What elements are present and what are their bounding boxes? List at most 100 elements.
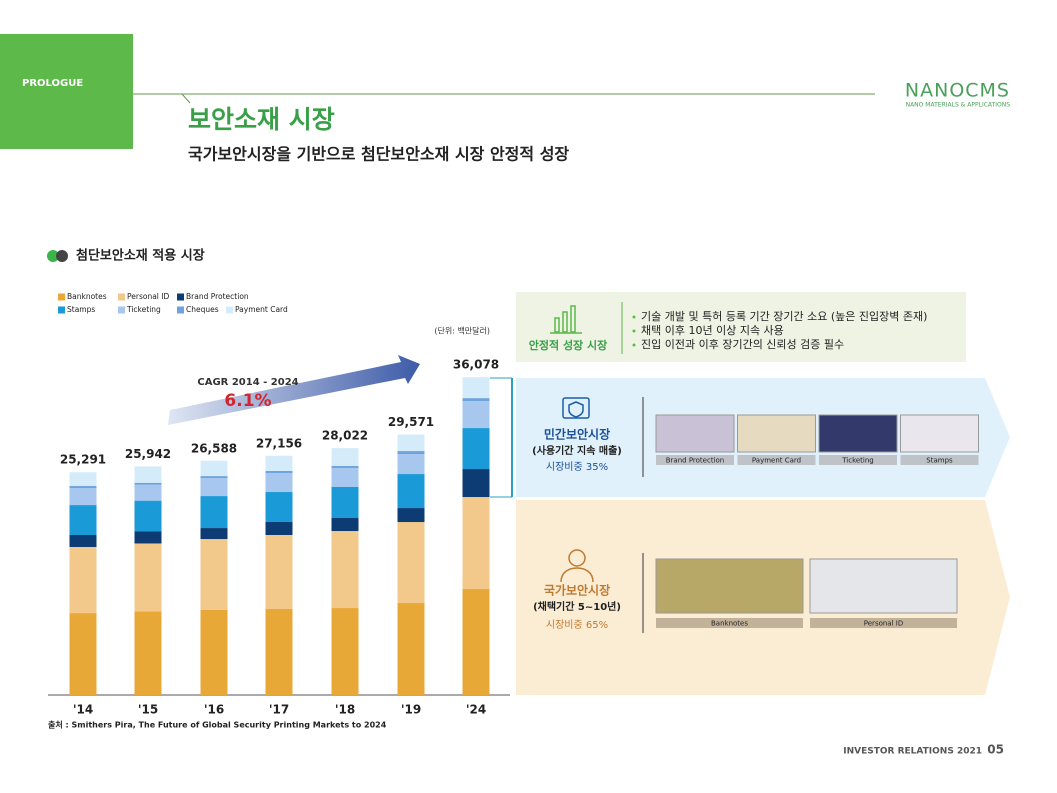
legend-swatch: [58, 306, 65, 314]
bar-segment: [331, 518, 359, 532]
x-tick-label: '16: [204, 703, 224, 717]
x-tick-label: '24: [466, 703, 486, 717]
bar-segment: [200, 539, 228, 610]
tag-box: [656, 618, 803, 628]
x-tick-label: '14: [73, 703, 93, 717]
bullet-dot: [632, 315, 636, 319]
bar-segment: [462, 497, 490, 590]
bar-segment: [331, 448, 359, 466]
bar-segment: [265, 535, 293, 610]
total-label: 26,588: [191, 441, 237, 455]
legend-label: Ticketing: [126, 305, 161, 314]
bar-segment: [331, 467, 359, 487]
source: 출처 : Smithers Pira, The Future of Global…: [48, 720, 387, 730]
growth-arrow: [168, 355, 420, 425]
bar-segment: [397, 603, 425, 695]
page-number: 05: [987, 743, 1004, 757]
legend-label: Banknotes: [67, 292, 107, 301]
bar-segment: [69, 486, 97, 489]
bar-segment: [397, 522, 425, 604]
legend-label: Cheques: [186, 305, 219, 314]
footer-label: INVESTOR RELATIONS 2021: [843, 747, 982, 757]
tag-label: Payment Card: [752, 457, 801, 465]
bar-segment: [462, 469, 490, 498]
legend-label: Personal ID: [127, 292, 169, 301]
bar-segment: [200, 460, 228, 477]
logo: NANOCMS: [905, 80, 1010, 102]
x-tick-label: '17: [269, 703, 289, 717]
x-tick-label: '15: [138, 703, 158, 717]
x-tick-label: '18: [335, 703, 355, 717]
total-label: 25,291: [60, 453, 106, 467]
bar-segment: [462, 377, 490, 399]
bullet-text: 채택 이후 10년 이상 지속 사용: [641, 324, 784, 337]
bar-segment: [397, 451, 425, 455]
total-label: 25,942: [125, 447, 171, 461]
bar-segment: [200, 476, 228, 479]
bar-segment: [265, 609, 293, 695]
bar-segment: [462, 428, 490, 470]
product-image: [900, 414, 979, 453]
bar-segment: [69, 505, 97, 536]
bar-segment: [134, 484, 162, 501]
bar-segment: [134, 482, 162, 485]
header-block: [0, 34, 133, 149]
growth-icon: [550, 305, 582, 334]
bar-segment: [331, 608, 359, 695]
bar-segment: [397, 454, 425, 475]
bar-segment: [200, 478, 228, 497]
tag-label: Stamps: [926, 457, 953, 465]
tag-label: Personal ID: [864, 620, 903, 628]
cagr-label: CAGR 2014 - 2024: [197, 377, 298, 388]
product-image: [655, 558, 804, 614]
national-title: 국가보안시장: [544, 583, 610, 598]
bullet-dot: [632, 343, 636, 347]
tag-label: Brand Protection: [666, 457, 725, 465]
national-icon: [560, 549, 594, 583]
tag-box: [737, 455, 816, 465]
bar-segment: [134, 500, 162, 532]
private-desc: (사용기간 지속 매출): [532, 444, 622, 457]
bar-segment: [69, 546, 97, 614]
bar-segment: [69, 472, 97, 487]
bullet-icon: [47, 250, 59, 262]
tag-box: [810, 618, 957, 628]
total-label: 27,156: [256, 436, 302, 450]
bar-segment: [397, 474, 425, 509]
tag-label: Ticketing: [841, 457, 874, 465]
bullet-text: 기술 개발 및 특허 등록 기간 장기간 소요 (높은 진입장벽 존재): [641, 310, 927, 323]
legend-swatch: [118, 293, 125, 301]
bullet-text: 진입 이전과 이후 장기간의 신뢰성 검증 필수: [641, 338, 844, 351]
bar-segment: [265, 521, 293, 536]
legend-swatch: [58, 293, 65, 301]
bar-segment: [462, 401, 490, 429]
legend-swatch: [177, 306, 184, 314]
legend-swatch: [177, 293, 184, 301]
private-icon: [562, 397, 590, 419]
bar-segment: [331, 486, 359, 519]
x-tick-label: '19: [401, 703, 421, 717]
legend-swatch: [118, 306, 125, 314]
product-image: [818, 414, 898, 453]
national-desc: (채택기간 5~10년): [533, 600, 621, 613]
bar-segment: [265, 472, 293, 493]
bar-segment: [69, 613, 97, 695]
title: 보안소재 시장: [188, 105, 335, 134]
bar-segment: [134, 611, 162, 695]
bar-segment: [200, 496, 228, 529]
bar-segment: [462, 589, 490, 695]
legend-label: Brand Protection: [186, 292, 249, 301]
bar-segment: [134, 543, 162, 612]
tag-box: [656, 455, 734, 465]
growth-box: [516, 292, 966, 362]
section-title: 첨단보안소재 적용 시장: [76, 248, 205, 264]
product-image: [655, 414, 735, 453]
private-share: 시장비중 35%: [546, 461, 608, 473]
cagr-value: 6.1%: [224, 391, 271, 411]
tag-box: [819, 455, 897, 465]
legend-swatch: [226, 306, 233, 314]
total-label: 29,571: [388, 415, 434, 429]
total-label: 36,078: [453, 358, 499, 372]
tag-box: [900, 455, 979, 465]
